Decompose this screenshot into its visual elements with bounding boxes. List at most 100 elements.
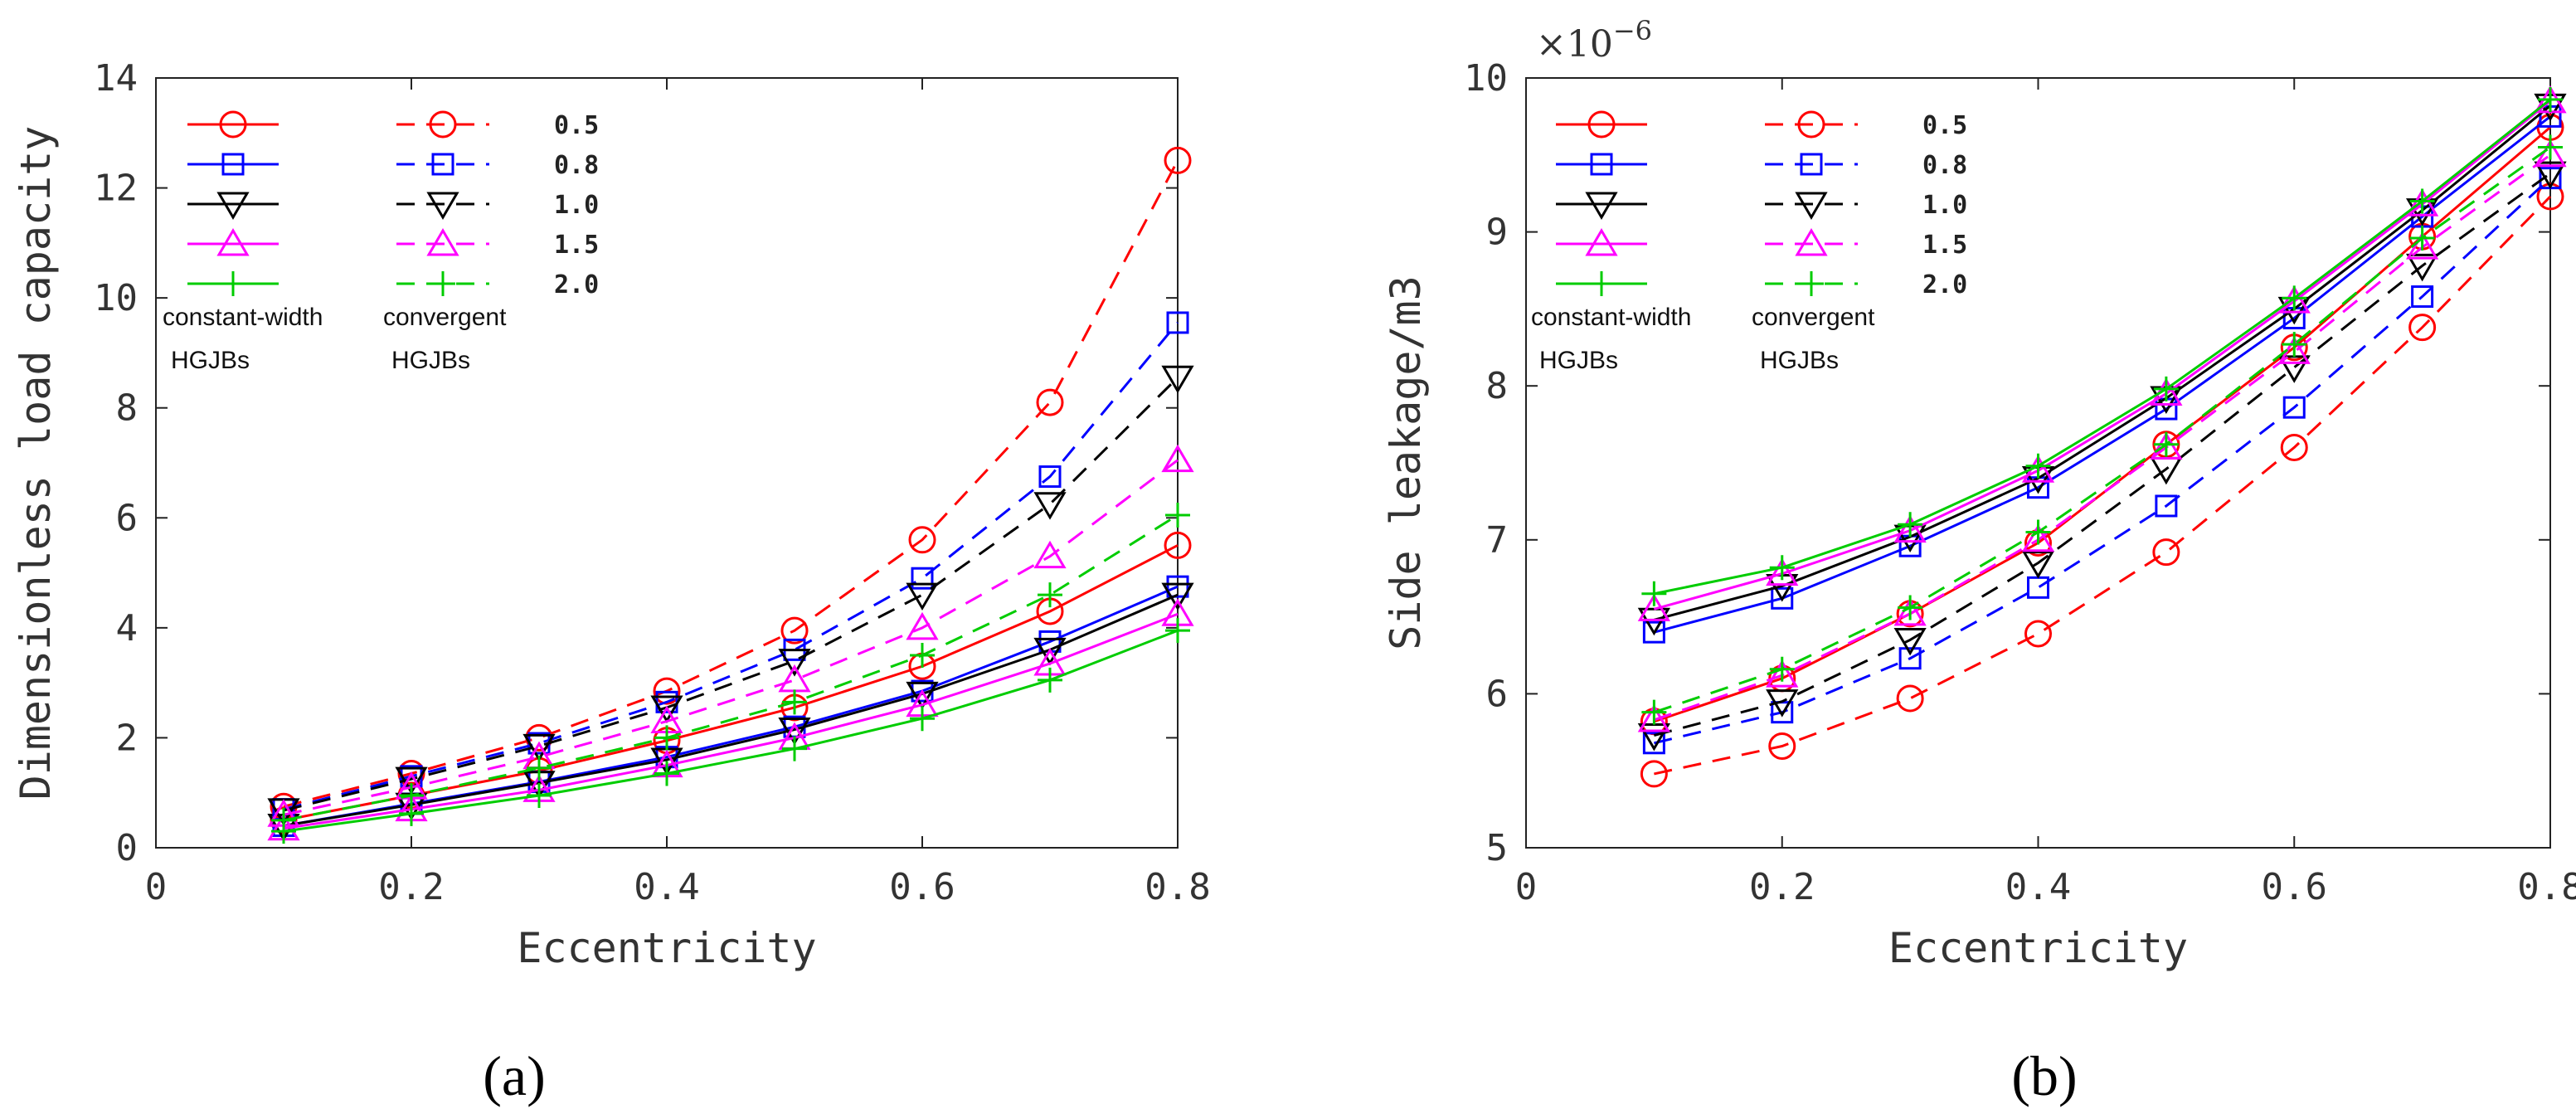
series-line [283,377,1179,812]
y-tick-label: 5 [1486,827,1509,869]
legend-marker [426,192,459,220]
x-tick-label: 0.4 [634,866,699,908]
data-point [1893,597,1927,626]
legend-entry-label: 2.0 [554,270,599,299]
data-point [1033,637,1067,666]
series-constant-width-2-0 [1641,86,2563,606]
data-point [2538,134,2563,160]
legend-entry-label: 0.8 [554,151,599,180]
x-tick-label: 0 [145,866,168,908]
data-point [2538,86,2563,112]
data-point [1164,531,1192,559]
legend-marker [1590,153,1613,176]
y-tick-label: 0 [116,827,139,869]
legend-marker [1585,228,1618,256]
data-point [1166,311,1189,334]
series-convergent-2-0 [271,502,1190,833]
legend-group-caption: HGJBs [391,347,470,374]
legend-entry-label: 1.0 [554,191,599,220]
legend-marker [221,153,245,176]
data-point [1165,502,1190,528]
data-point [906,681,939,710]
data-point [650,695,683,723]
series-convergent-2-0 [1641,134,2563,725]
series-line [1653,146,2551,714]
data-point [1038,465,1062,489]
data-point [2024,620,2052,648]
data-point [2409,226,2435,251]
data-point [2021,523,2055,552]
data-point [780,616,809,645]
data-point [906,582,939,611]
data-point [1036,388,1064,416]
y-tick-label: 10 [94,277,138,319]
data-point [395,766,428,795]
legend-marker [1795,228,1828,256]
x-tick-label: 0.4 [2005,866,2071,908]
legend-marker [216,192,250,220]
series-line [283,513,1179,822]
y-tick-label: 2 [116,717,139,759]
data-point [1161,444,1194,473]
series-line [283,322,1179,811]
legend-marker [1797,110,1825,139]
panel-label-b: (b) [2011,1044,2077,1107]
y-axis-title: Dimensionless load capacity [12,126,60,800]
legend-marker [1585,192,1618,220]
legend-entry-label: 1.5 [554,231,599,260]
data-point [2282,332,2307,358]
legend-marker [219,110,247,139]
y-tick-label: 8 [116,387,139,430]
x-axis-title: Eccentricity [1888,924,2188,972]
x-tick-label: 0.2 [378,866,444,908]
data-point [2406,188,2439,217]
y-tick-label: 6 [116,497,139,539]
series-line [1653,115,2551,634]
data-point [2534,161,2567,190]
data-point [527,755,552,781]
data-point [778,649,811,677]
legend: 0.5 0.8 1.0 1.5 2.0 constant-width convergent H… [163,110,599,374]
data-point [2155,494,2178,518]
series-line [1654,98,2551,596]
legend-group-caption: constant-width [1531,304,1691,331]
legend-marker [1799,271,1824,296]
y-tick-label: 6 [1486,673,1509,715]
legend-marker [1795,192,1828,220]
data-point [1896,684,1924,713]
series-line [1653,100,2551,611]
data-point [2280,433,2308,461]
data-point [1637,593,1670,621]
series-line [1654,195,2552,776]
data-point [1161,365,1194,394]
data-point [778,717,811,746]
legend-marker [1800,153,1823,176]
data-point [1640,760,1668,788]
legend-marker [1589,271,1614,296]
legend: 0.5 0.8 1.0 1.5 2.0 constant-width convergent H… [1531,110,1967,374]
data-point [2406,253,2439,282]
x-tick-label: 0 [1515,866,1538,908]
data-point [654,725,679,751]
data-point [271,807,296,833]
legend-marker [431,153,454,176]
data-point [654,761,679,786]
legend-marker [216,228,250,256]
data-point [908,526,936,554]
y-tick-label: 10 [1464,57,1508,100]
legend-entry-label: 1.0 [1922,191,1967,220]
data-point [1038,667,1062,693]
data-point [910,643,935,668]
legend-entry-label: 0.8 [1922,151,1967,180]
data-point [2282,285,2307,311]
data-point [1771,586,1794,610]
data-point [782,689,807,715]
series-convergent-0-5 [1640,182,2564,788]
x-tick-label: 0.8 [2517,866,2576,908]
data-point [1893,627,1927,656]
data-point [1898,595,1923,620]
data-point [1766,659,1799,688]
data-point [1642,620,1665,644]
legend-marker [429,110,457,139]
data-point [1641,699,1667,725]
